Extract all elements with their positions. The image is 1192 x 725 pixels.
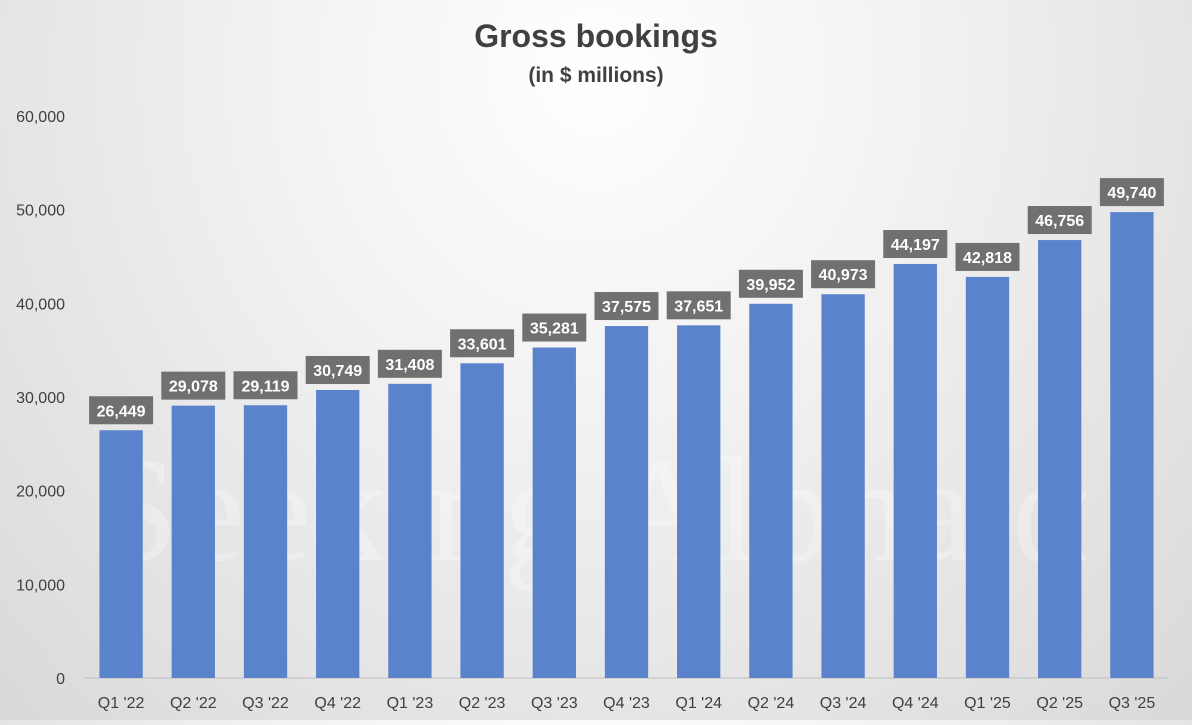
- data-label-box: [161, 371, 226, 400]
- data-label: 40,973: [819, 267, 868, 284]
- bar: [316, 389, 360, 678]
- data-label: 37,575: [602, 299, 651, 316]
- data-label-box: [305, 355, 370, 384]
- data-label: 49,740: [1107, 185, 1156, 202]
- y-tick-label: 50,000: [16, 203, 65, 220]
- bar: [604, 326, 649, 678]
- data-label-box: [594, 292, 659, 321]
- x-tick-label: Q3 '23: [531, 695, 578, 712]
- data-label-box: [1099, 178, 1164, 207]
- x-tick-label: Q2 '25: [1036, 695, 1083, 712]
- bar: [243, 405, 288, 678]
- x-tick-label: Q1 '23: [387, 695, 434, 712]
- x-tick-label: Q3 '22: [242, 695, 289, 712]
- data-label-box: [883, 230, 948, 259]
- chart-subtitle: (in $ millions): [528, 64, 663, 87]
- data-label-box: [450, 329, 515, 358]
- data-label: 26,449: [97, 403, 146, 420]
- data-label-box: [738, 269, 803, 298]
- data-label-box: [233, 371, 298, 400]
- bar: [1110, 212, 1154, 679]
- y-tick-label: 10,000: [16, 577, 65, 594]
- x-tick-label: Q1 '22: [98, 695, 145, 712]
- data-label: 30,749: [313, 363, 362, 380]
- x-tick-label: Q2 '22: [170, 695, 217, 712]
- x-tick-label: Q1 '25: [964, 695, 1011, 712]
- data-label: 37,651: [674, 298, 723, 315]
- x-tick-label: Q4 '24: [892, 695, 939, 712]
- bar: [171, 405, 215, 678]
- data-label: 44,197: [891, 237, 940, 254]
- bar: [893, 264, 937, 678]
- x-tick-label: Q1 '24: [675, 695, 722, 712]
- bar: [460, 363, 504, 678]
- bar: [99, 430, 143, 678]
- x-axis: Q1 '22 Q2 '22 Q3 '22 Q4 '22 Q1 '23 Q2 '23 Q3 '…: [98, 695, 1156, 712]
- data-label-box: [377, 349, 442, 378]
- y-axis: 0 10,000 20,000 30,000 40,000 50,000 60,000: [16, 109, 65, 688]
- bar: [1038, 240, 1082, 679]
- y-tick-label: 60,000: [16, 109, 65, 126]
- x-tick-label: Q4 '23: [603, 695, 650, 712]
- data-label: 42,818: [963, 250, 1012, 267]
- data-label: 46,756: [1035, 213, 1084, 230]
- y-tick-label: 30,000: [16, 390, 65, 407]
- x-tick-label: Q2 '23: [459, 695, 506, 712]
- data-label-box: [811, 260, 876, 289]
- data-label-box: [666, 291, 731, 320]
- bar: [965, 276, 1010, 678]
- data-label: 29,078: [169, 379, 218, 396]
- data-label: 31,408: [385, 357, 434, 374]
- bar: [821, 294, 865, 678]
- x-tick-label: Q2 '24: [748, 695, 795, 712]
- data-label: 39,952: [746, 277, 795, 294]
- data-label-box: [955, 242, 1020, 271]
- data-label-box: [89, 396, 154, 425]
- data-label: 35,281: [530, 321, 579, 338]
- bar: [677, 325, 721, 678]
- x-tick-label: Q4 '22: [314, 695, 361, 712]
- data-label: 33,601: [458, 336, 507, 353]
- chart-title: Gross bookings: [474, 18, 718, 54]
- bar: [388, 383, 432, 678]
- data-label-box: [522, 313, 587, 342]
- x-tick-label: Q3 '25: [1109, 695, 1156, 712]
- y-tick-label: 0: [56, 671, 65, 688]
- bar-series: 26,449 29,078 29,119 30,749 31,408 33,601 35,2…: [89, 178, 1164, 679]
- bar: [749, 303, 793, 678]
- y-tick-label: 40,000: [16, 296, 65, 313]
- x-tick-label: Q3 '24: [820, 695, 867, 712]
- bar: [532, 347, 576, 678]
- data-label-box: [1027, 206, 1092, 235]
- data-label: 29,119: [241, 378, 289, 395]
- y-tick-label: 20,000: [16, 484, 65, 501]
